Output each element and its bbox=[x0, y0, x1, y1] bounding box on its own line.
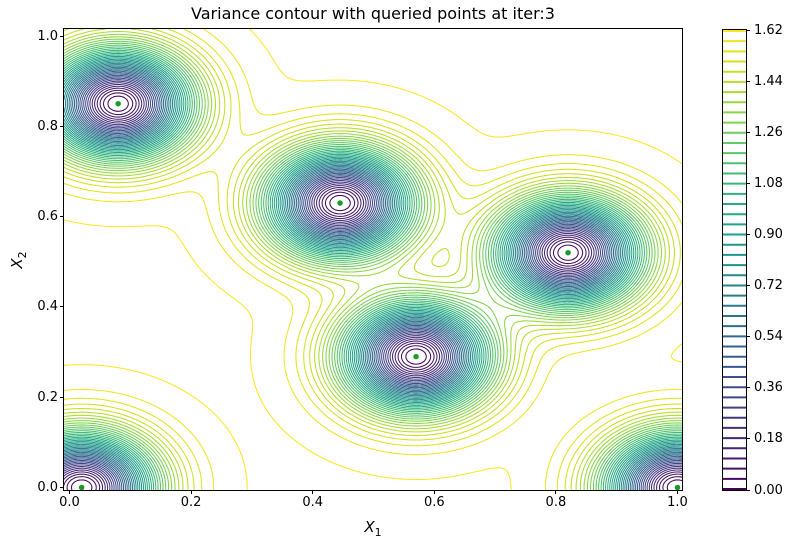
y-tick bbox=[59, 396, 63, 398]
x-axis-label-base: X bbox=[364, 518, 375, 536]
y-axis-label-subscript: 2 bbox=[16, 251, 29, 259]
colorbar-tick bbox=[746, 80, 750, 82]
x-tick bbox=[69, 490, 70, 494]
colorbar-tick-label: 0.90 bbox=[754, 226, 783, 242]
plot-axes bbox=[63, 28, 683, 491]
y-tick-label: 0.0 bbox=[37, 480, 58, 495]
x-tick bbox=[433, 490, 435, 494]
chart-title: Variance contour with queried points at … bbox=[191, 4, 555, 23]
colorbar-tick-label: 0.36 bbox=[754, 380, 783, 396]
colorbar-tick-label: 1.62 bbox=[754, 22, 783, 38]
y-tick-label: 0.6 bbox=[37, 209, 58, 225]
colorbar-tick bbox=[746, 387, 750, 389]
colorbar-tick-label: 1.44 bbox=[754, 73, 783, 89]
x-tick-label: 1.0 bbox=[667, 495, 688, 510]
y-tick bbox=[59, 35, 63, 37]
colorbar-tick-label: 0.54 bbox=[754, 329, 783, 345]
colorbar bbox=[722, 29, 747, 491]
colorbar-tick bbox=[746, 182, 750, 184]
x-tick bbox=[677, 490, 678, 494]
x-tick-label: 0.2 bbox=[180, 495, 202, 510]
colorbar-tick-label: 0.72 bbox=[754, 278, 783, 294]
x-tick-label: 0.8 bbox=[545, 495, 567, 510]
x-tick-label: 0.0 bbox=[59, 495, 80, 510]
y-tick bbox=[59, 306, 63, 308]
x-axis-label-subscript: 1 bbox=[374, 526, 382, 539]
colorbar-tick bbox=[746, 489, 750, 491]
colorbar-tick-label: 1.26 bbox=[754, 124, 783, 140]
y-tick bbox=[59, 487, 63, 488]
y-tick bbox=[59, 216, 63, 218]
x-tick-label: 0.6 bbox=[423, 495, 445, 510]
colorbar-tick-label: 1.08 bbox=[754, 175, 783, 191]
colorbar-canvas bbox=[723, 30, 746, 490]
contour-plot-canvas bbox=[64, 29, 682, 490]
y-axis-label-base: X bbox=[8, 258, 26, 269]
x-tick bbox=[312, 490, 314, 494]
y-tick-label: 0.2 bbox=[37, 389, 58, 405]
y-tick bbox=[59, 125, 63, 127]
x-tick bbox=[190, 490, 192, 494]
y-tick-label: 1.0 bbox=[37, 28, 58, 44]
y-tick-label: 0.4 bbox=[37, 299, 58, 315]
colorbar-tick bbox=[746, 131, 750, 133]
x-tick-label: 0.4 bbox=[302, 495, 324, 510]
y-axis-label: X2 bbox=[8, 238, 29, 282]
colorbar-tick-label: 0.18 bbox=[754, 431, 783, 447]
x-tick bbox=[555, 490, 557, 494]
y-tick-label: 0.8 bbox=[37, 118, 58, 134]
colorbar-tick bbox=[746, 438, 750, 440]
colorbar-tick bbox=[746, 336, 750, 338]
x-axis-label: X1 bbox=[64, 518, 682, 539]
colorbar-tick bbox=[746, 29, 750, 31]
colorbar-tick bbox=[746, 233, 750, 235]
colorbar-tick-label: 0.00 bbox=[754, 482, 783, 498]
colorbar-tick bbox=[746, 285, 750, 287]
